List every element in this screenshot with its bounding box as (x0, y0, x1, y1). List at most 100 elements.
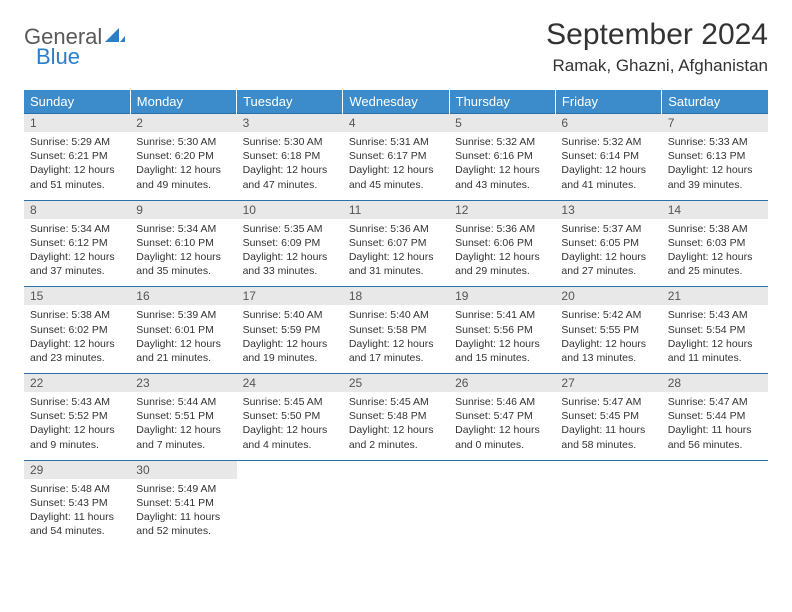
calendar-cell: 26Sunrise: 5:46 AMSunset: 5:47 PMDayligh… (449, 374, 555, 461)
day-number: 29 (24, 461, 130, 479)
calendar-body: 1Sunrise: 5:29 AMSunset: 6:21 PMDaylight… (24, 114, 768, 547)
day-details: Sunrise: 5:43 AMSunset: 5:52 PMDaylight:… (24, 392, 130, 460)
day-number: 17 (237, 287, 343, 305)
calendar-week: 8Sunrise: 5:34 AMSunset: 6:12 PMDaylight… (24, 200, 768, 287)
day-number: 5 (449, 114, 555, 132)
calendar-week: 1Sunrise: 5:29 AMSunset: 6:21 PMDaylight… (24, 114, 768, 201)
day-number: 14 (662, 201, 768, 219)
calendar-week: 15Sunrise: 5:38 AMSunset: 6:02 PMDayligh… (24, 287, 768, 374)
day-number: 11 (343, 201, 449, 219)
day-number: 1 (24, 114, 130, 132)
day-header-row: SundayMondayTuesdayWednesdayThursdayFrid… (24, 90, 768, 114)
calendar-cell: 12Sunrise: 5:36 AMSunset: 6:06 PMDayligh… (449, 200, 555, 287)
day-details: Sunrise: 5:45 AMSunset: 5:50 PMDaylight:… (237, 392, 343, 460)
day-number: 13 (555, 201, 661, 219)
calendar-cell: 4Sunrise: 5:31 AMSunset: 6:17 PMDaylight… (343, 114, 449, 201)
day-details: Sunrise: 5:41 AMSunset: 5:56 PMDaylight:… (449, 305, 555, 373)
day-number: 19 (449, 287, 555, 305)
day-header: Monday (130, 90, 236, 114)
calendar-cell: 2Sunrise: 5:30 AMSunset: 6:20 PMDaylight… (130, 114, 236, 201)
calendar-week: 22Sunrise: 5:43 AMSunset: 5:52 PMDayligh… (24, 374, 768, 461)
day-details: Sunrise: 5:30 AMSunset: 6:18 PMDaylight:… (237, 132, 343, 200)
day-number: 3 (237, 114, 343, 132)
day-number: 10 (237, 201, 343, 219)
calendar-cell: 6Sunrise: 5:32 AMSunset: 6:14 PMDaylight… (555, 114, 661, 201)
day-details: Sunrise: 5:45 AMSunset: 5:48 PMDaylight:… (343, 392, 449, 460)
calendar-cell: 11Sunrise: 5:36 AMSunset: 6:07 PMDayligh… (343, 200, 449, 287)
day-details: Sunrise: 5:34 AMSunset: 6:12 PMDaylight:… (24, 219, 130, 287)
day-header: Tuesday (237, 90, 343, 114)
day-details: Sunrise: 5:38 AMSunset: 6:02 PMDaylight:… (24, 305, 130, 373)
day-number: 26 (449, 374, 555, 392)
day-details: Sunrise: 5:31 AMSunset: 6:17 PMDaylight:… (343, 132, 449, 200)
calendar-cell: 23Sunrise: 5:44 AMSunset: 5:51 PMDayligh… (130, 374, 236, 461)
calendar-cell (662, 460, 768, 546)
calendar-cell: 28Sunrise: 5:47 AMSunset: 5:44 PMDayligh… (662, 374, 768, 461)
day-details: Sunrise: 5:40 AMSunset: 5:59 PMDaylight:… (237, 305, 343, 373)
calendar-cell: 5Sunrise: 5:32 AMSunset: 6:16 PMDaylight… (449, 114, 555, 201)
day-header: Saturday (662, 90, 768, 114)
day-details: Sunrise: 5:49 AMSunset: 5:41 PMDaylight:… (130, 479, 236, 547)
calendar-cell: 9Sunrise: 5:34 AMSunset: 6:10 PMDaylight… (130, 200, 236, 287)
calendar-cell: 3Sunrise: 5:30 AMSunset: 6:18 PMDaylight… (237, 114, 343, 201)
calendar-cell: 25Sunrise: 5:45 AMSunset: 5:48 PMDayligh… (343, 374, 449, 461)
day-details: Sunrise: 5:48 AMSunset: 5:43 PMDaylight:… (24, 479, 130, 547)
calendar-cell: 18Sunrise: 5:40 AMSunset: 5:58 PMDayligh… (343, 287, 449, 374)
day-number: 4 (343, 114, 449, 132)
calendar-cell (343, 460, 449, 546)
calendar-cell: 22Sunrise: 5:43 AMSunset: 5:52 PMDayligh… (24, 374, 130, 461)
day-details: Sunrise: 5:32 AMSunset: 6:14 PMDaylight:… (555, 132, 661, 200)
day-number: 15 (24, 287, 130, 305)
day-number: 20 (555, 287, 661, 305)
calendar-cell: 16Sunrise: 5:39 AMSunset: 6:01 PMDayligh… (130, 287, 236, 374)
day-number: 12 (449, 201, 555, 219)
day-number: 6 (555, 114, 661, 132)
calendar-cell: 29Sunrise: 5:48 AMSunset: 5:43 PMDayligh… (24, 460, 130, 546)
day-header: Thursday (449, 90, 555, 114)
calendar-cell (555, 460, 661, 546)
day-details: Sunrise: 5:36 AMSunset: 6:07 PMDaylight:… (343, 219, 449, 287)
day-number: 18 (343, 287, 449, 305)
day-details: Sunrise: 5:40 AMSunset: 5:58 PMDaylight:… (343, 305, 449, 373)
day-number: 9 (130, 201, 236, 219)
calendar-cell: 14Sunrise: 5:38 AMSunset: 6:03 PMDayligh… (662, 200, 768, 287)
day-number: 22 (24, 374, 130, 392)
day-details: Sunrise: 5:44 AMSunset: 5:51 PMDaylight:… (130, 392, 236, 460)
day-details: Sunrise: 5:29 AMSunset: 6:21 PMDaylight:… (24, 132, 130, 200)
calendar-cell: 17Sunrise: 5:40 AMSunset: 5:59 PMDayligh… (237, 287, 343, 374)
calendar-cell: 8Sunrise: 5:34 AMSunset: 6:12 PMDaylight… (24, 200, 130, 287)
day-details: Sunrise: 5:46 AMSunset: 5:47 PMDaylight:… (449, 392, 555, 460)
calendar-cell: 27Sunrise: 5:47 AMSunset: 5:45 PMDayligh… (555, 374, 661, 461)
calendar-cell (237, 460, 343, 546)
day-header: Sunday (24, 90, 130, 114)
day-details: Sunrise: 5:32 AMSunset: 6:16 PMDaylight:… (449, 132, 555, 200)
day-details: Sunrise: 5:47 AMSunset: 5:45 PMDaylight:… (555, 392, 661, 460)
calendar-cell: 30Sunrise: 5:49 AMSunset: 5:41 PMDayligh… (130, 460, 236, 546)
day-details: Sunrise: 5:38 AMSunset: 6:03 PMDaylight:… (662, 219, 768, 287)
calendar-cell: 13Sunrise: 5:37 AMSunset: 6:05 PMDayligh… (555, 200, 661, 287)
day-details: Sunrise: 5:47 AMSunset: 5:44 PMDaylight:… (662, 392, 768, 460)
day-details: Sunrise: 5:30 AMSunset: 6:20 PMDaylight:… (130, 132, 236, 200)
day-details: Sunrise: 5:34 AMSunset: 6:10 PMDaylight:… (130, 219, 236, 287)
calendar-cell: 7Sunrise: 5:33 AMSunset: 6:13 PMDaylight… (662, 114, 768, 201)
day-details: Sunrise: 5:36 AMSunset: 6:06 PMDaylight:… (449, 219, 555, 287)
day-number: 25 (343, 374, 449, 392)
calendar-cell: 19Sunrise: 5:41 AMSunset: 5:56 PMDayligh… (449, 287, 555, 374)
day-header: Friday (555, 90, 661, 114)
header: General September 2024 Ramak, Ghazni, Af… (24, 18, 768, 76)
day-number: 21 (662, 287, 768, 305)
logo-blue-text: Blue (37, 44, 80, 70)
calendar-cell: 15Sunrise: 5:38 AMSunset: 6:02 PMDayligh… (24, 287, 130, 374)
calendar-cell: 20Sunrise: 5:42 AMSunset: 5:55 PMDayligh… (555, 287, 661, 374)
title-block: September 2024 Ramak, Ghazni, Afghanista… (546, 18, 768, 76)
day-number: 7 (662, 114, 768, 132)
calendar-cell: 21Sunrise: 5:43 AMSunset: 5:54 PMDayligh… (662, 287, 768, 374)
day-number: 27 (555, 374, 661, 392)
day-details: Sunrise: 5:37 AMSunset: 6:05 PMDaylight:… (555, 219, 661, 287)
calendar-cell: 24Sunrise: 5:45 AMSunset: 5:50 PMDayligh… (237, 374, 343, 461)
day-number: 30 (130, 461, 236, 479)
calendar-week: 29Sunrise: 5:48 AMSunset: 5:43 PMDayligh… (24, 460, 768, 546)
day-details: Sunrise: 5:42 AMSunset: 5:55 PMDaylight:… (555, 305, 661, 373)
logo-sail-icon (105, 27, 125, 48)
calendar-cell (449, 460, 555, 546)
